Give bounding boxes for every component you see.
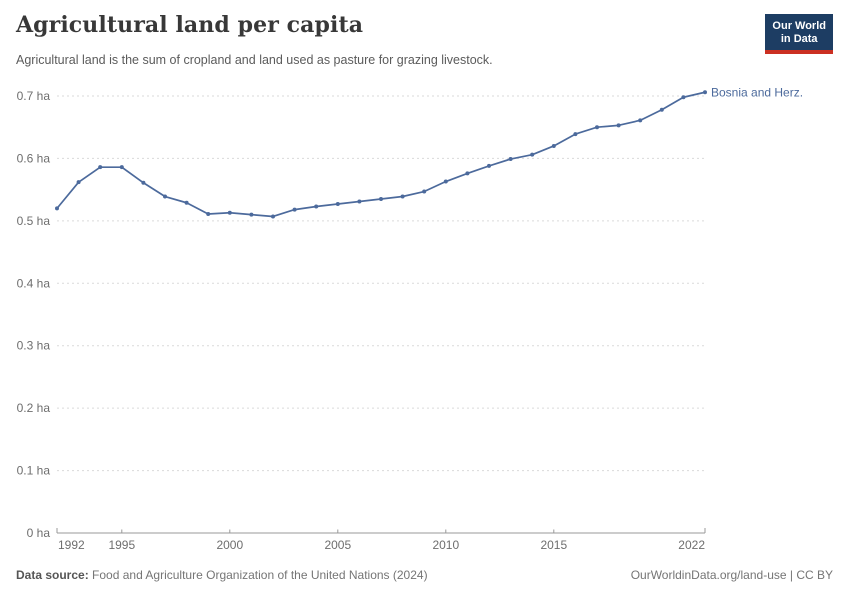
y-tick-label: 0.6 ha	[17, 151, 51, 165]
data-point[interactable]	[249, 212, 254, 217]
data-point[interactable]	[76, 180, 81, 185]
y-tick-label: 0.3 ha	[17, 339, 51, 353]
y-tick-label: 0.5 ha	[17, 214, 51, 228]
owid-logo-line2: in Data	[780, 33, 818, 45]
x-tick-label: 2000	[216, 538, 243, 552]
data-point[interactable]	[335, 202, 340, 207]
data-point[interactable]	[681, 95, 686, 100]
data-point[interactable]	[659, 107, 664, 112]
data-point[interactable]	[357, 199, 362, 204]
data-point[interactable]	[184, 200, 189, 205]
chart-title: Agricultural land per capita	[16, 12, 364, 38]
owid-logo[interactable]: Our World in Data	[765, 14, 833, 54]
data-point[interactable]	[141, 180, 146, 185]
data-point[interactable]	[119, 165, 124, 170]
x-tick-label: 2022	[678, 538, 705, 552]
series-label[interactable]: Bosnia and Herz.	[711, 85, 803, 99]
x-tick-label: 2010	[432, 538, 459, 552]
data-point[interactable]	[163, 194, 167, 199]
x-tick-label: 2005	[324, 538, 351, 552]
data-point[interactable]	[314, 204, 319, 209]
data-point[interactable]	[465, 171, 470, 176]
data-point[interactable]	[379, 197, 383, 202]
data-point[interactable]	[487, 163, 491, 168]
y-tick-label: 0 ha	[27, 526, 51, 540]
data-point[interactable]	[422, 189, 427, 194]
license-link[interactable]: OurWorldinData.org/land-use | CC BY	[630, 568, 833, 582]
y-tick-label: 0.4 ha	[17, 276, 51, 290]
data-point[interactable]	[530, 152, 535, 157]
x-tick-label: 1995	[108, 538, 135, 552]
data-point[interactable]	[703, 90, 707, 95]
x-tick-label: 1992	[58, 538, 85, 552]
y-tick-label: 0.2 ha	[17, 401, 51, 415]
data-point[interactable]	[55, 206, 59, 211]
data-point[interactable]	[206, 211, 211, 216]
chart-subtitle: Agricultural land is the sum of cropland…	[16, 53, 493, 67]
data-point[interactable]	[271, 214, 275, 219]
data-point[interactable]	[443, 179, 448, 184]
data-point[interactable]	[638, 118, 643, 123]
data-point[interactable]	[551, 143, 556, 148]
data-source-text: Food and Agriculture Organization of the…	[88, 568, 428, 582]
y-tick-label: 0.7 ha	[17, 89, 51, 103]
data-source-label: Data source:	[16, 568, 89, 582]
data-point[interactable]	[508, 157, 513, 162]
owid-logo-line1: Our World	[772, 20, 826, 32]
data-point[interactable]	[292, 207, 297, 212]
y-tick-label: 0.1 ha	[17, 464, 51, 478]
data-source: Data source: Food and Agriculture Organi…	[16, 568, 428, 582]
chart-footer: Data source: Food and Agriculture Organi…	[16, 568, 833, 582]
data-point[interactable]	[616, 123, 621, 128]
x-tick-label: 2015	[540, 538, 567, 552]
data-point[interactable]	[400, 194, 405, 199]
data-point[interactable]	[573, 132, 578, 137]
data-point[interactable]	[227, 210, 232, 215]
data-point[interactable]	[98, 165, 103, 170]
data-point[interactable]	[595, 125, 599, 130]
